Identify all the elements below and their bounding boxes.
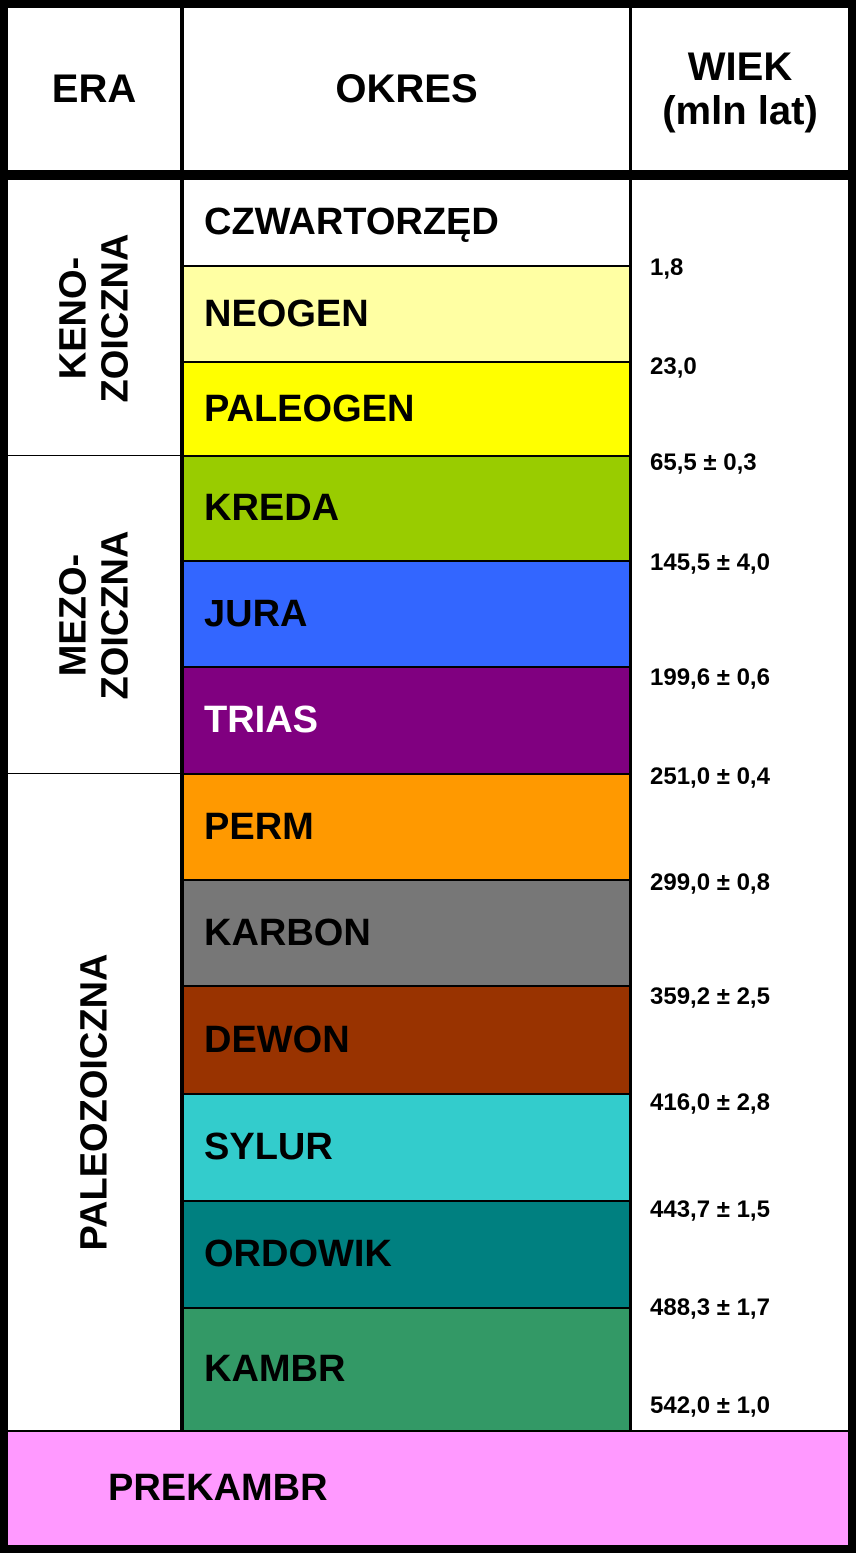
age-label: 199,6 ± 0,6 [650, 664, 770, 691]
period-cell: KARBON [184, 881, 629, 985]
era-cell: KENO- ZOICZNA [8, 180, 180, 455]
header-wiek-line: (mln lat) [662, 89, 818, 133]
age-label: 251,0 ± 0,4 [650, 763, 770, 790]
header-wiek: WIEK (mln lat) [632, 8, 848, 170]
era-line: ZOICZNA [94, 530, 136, 699]
era-line: KENO- [52, 256, 94, 379]
header-okres: OKRES [184, 8, 629, 170]
period-cell: DEWON [184, 987, 629, 1093]
age-label: 416,0 ± 2,8 [650, 1089, 770, 1116]
prekambr-row: PREKAMBR [8, 1432, 848, 1545]
age-label: 65,5 ± 0,3 [650, 449, 757, 476]
era-label: KENO- ZOICZNA [52, 233, 136, 402]
age-column [632, 180, 848, 1430]
period-cell: KREDA [184, 457, 629, 560]
era-cell: MEZO- ZOICZNA [8, 456, 180, 773]
era-line: PALEOZOICZNA [73, 953, 116, 1251]
age-label: 359,2 ± 2,5 [650, 983, 770, 1010]
age-label: 1,8 [650, 254, 684, 281]
period-cell: NEOGEN [184, 267, 629, 361]
period-cell: PERM [184, 775, 629, 879]
age-label: 145,5 ± 4,0 [650, 549, 770, 576]
header-era: ERA [8, 8, 180, 170]
period-cell: JURA [184, 562, 629, 666]
age-label: 299,0 ± 0,8 [650, 869, 770, 896]
era-line: ZOICZNA [94, 233, 136, 402]
period-cell: CZWARTORZĘD [184, 180, 629, 265]
age-label: 23,0 [650, 353, 697, 380]
era-label: MEZO- ZOICZNA [52, 530, 136, 699]
period-cell: ORDOWIK [184, 1202, 629, 1307]
era-line: MEZO- [52, 553, 94, 676]
period-cell: TRIAS [184, 668, 629, 773]
era-cell: PALEOZOICZNA [8, 774, 180, 1430]
era-label: PALEOZOICZNA [73, 954, 115, 1251]
age-label: 443,7 ± 1,5 [650, 1196, 770, 1223]
age-label: 542,0 ± 1,0 [650, 1392, 770, 1419]
period-cell: PALEOGEN [184, 363, 629, 455]
period-cell: SYLUR [184, 1095, 629, 1200]
period-cell: KAMBR [184, 1309, 629, 1430]
age-label: 488,3 ± 1,7 [650, 1294, 770, 1321]
header-wiek-line: WIEK [687, 45, 793, 89]
